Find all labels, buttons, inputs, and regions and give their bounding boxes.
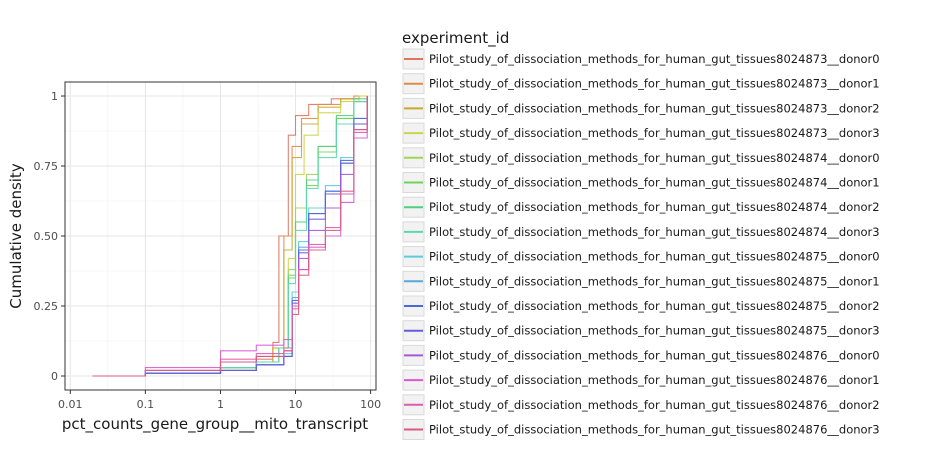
legend-item: Pilot_study_of_dissociation_methods_for_… (402, 246, 880, 268)
legend-item: Pilot_study_of_dissociation_methods_for_… (402, 369, 880, 391)
x-tick-label: 100 (360, 398, 381, 411)
legend-item: Pilot_study_of_dissociation_methods_for_… (402, 196, 880, 218)
legend-label: Pilot_study_of_dissociation_methods_for_… (429, 52, 880, 66)
legend-label: Pilot_study_of_dissociation_methods_for_… (429, 200, 880, 214)
legend-label: Pilot_study_of_dissociation_methods_for_… (429, 126, 880, 140)
x-axis: 0.01 0.1 1 10 100 (58, 390, 381, 411)
legend-label: Pilot_study_of_dissociation_methods_for_… (429, 77, 880, 91)
legend-label: Pilot_study_of_dissociation_methods_for_… (429, 324, 880, 338)
x-tick-label: 10 (289, 398, 303, 411)
x-tick-label: 0.1 (137, 398, 155, 411)
x-tick-label: 1 (217, 398, 224, 411)
y-axis: 0 0.25 0.50 0.75 1 (34, 90, 65, 383)
legend-item: Pilot_study_of_dissociation_methods_for_… (402, 419, 880, 440)
legend: Pilot_study_of_dissociation_methods_for_… (402, 48, 880, 440)
legend-item: Pilot_study_of_dissociation_methods_for_… (402, 73, 880, 95)
legend-item: Pilot_study_of_dissociation_methods_for_… (402, 221, 880, 243)
legend-item: Pilot_study_of_dissociation_methods_for_… (402, 320, 880, 342)
legend-item: Pilot_study_of_dissociation_methods_for_… (402, 172, 880, 193)
legend-label: Pilot_study_of_dissociation_methods_for_… (429, 274, 880, 288)
legend-title: experiment_id (402, 29, 509, 48)
series-lines (92, 95, 368, 377)
y-tick-label: 1 (51, 90, 58, 103)
legend-label: Pilot_study_of_dissociation_methods_for_… (429, 101, 880, 115)
x-tick-label: 0.01 (58, 398, 83, 411)
y-tick-label: 0.75 (34, 160, 59, 173)
series-line (92, 96, 368, 377)
legend-label: Pilot_study_of_dissociation_methods_for_… (429, 225, 880, 239)
legend-label: Pilot_study_of_dissociation_methods_for_… (429, 250, 880, 264)
legend-item: Pilot_study_of_dissociation_methods_for_… (402, 270, 880, 292)
legend-item: Pilot_study_of_dissociation_methods_for_… (402, 394, 880, 416)
y-tick-label: 0.50 (34, 230, 59, 243)
legend-item: Pilot_study_of_dissociation_methods_for_… (402, 295, 880, 317)
legend-item: Pilot_study_of_dissociation_methods_for_… (402, 48, 880, 70)
legend-label: Pilot_study_of_dissociation_methods_for_… (429, 348, 880, 362)
y-axis-title: Cumulative density (7, 163, 25, 309)
legend-item: Pilot_study_of_dissociation_methods_for_… (402, 344, 880, 366)
legend-label: Pilot_study_of_dissociation_methods_for_… (429, 398, 880, 412)
legend-label: Pilot_study_of_dissociation_methods_for_… (429, 176, 880, 190)
legend-item: Pilot_study_of_dissociation_methods_for_… (402, 97, 880, 119)
x-axis-title: pct_counts_gene_group__mito_transcript (62, 415, 368, 434)
y-tick-label: 0.25 (34, 300, 59, 313)
legend-label: Pilot_study_of_dissociation_methods_for_… (429, 373, 880, 387)
legend-label: Pilot_study_of_dissociation_methods_for_… (429, 423, 880, 437)
legend-item: Pilot_study_of_dissociation_methods_for_… (402, 147, 880, 169)
legend-label: Pilot_study_of_dissociation_methods_for_… (429, 299, 880, 313)
legend-label: Pilot_study_of_dissociation_methods_for_… (429, 151, 880, 165)
y-tick-label: 0 (51, 370, 58, 383)
legend-item: Pilot_study_of_dissociation_methods_for_… (402, 122, 880, 144)
